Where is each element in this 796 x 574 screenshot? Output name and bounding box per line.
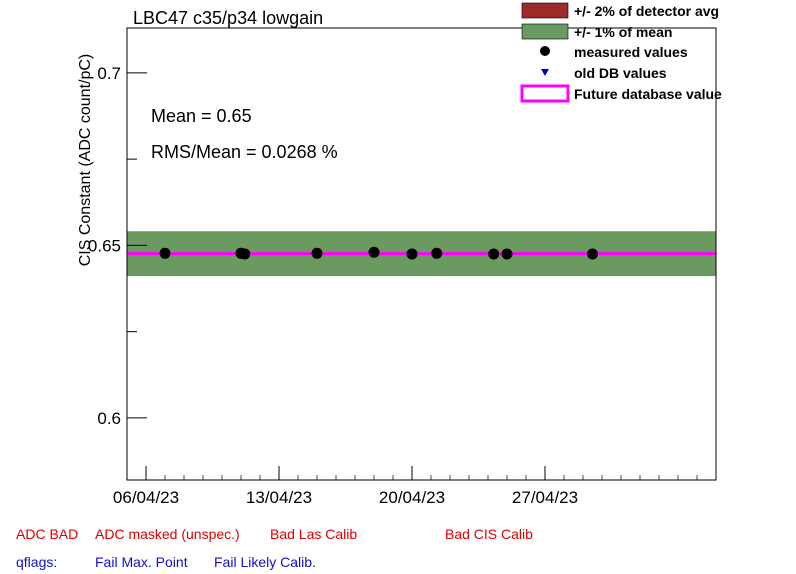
legend: +/- 2% of detector avg +/- 1% of mean me…: [520, 2, 722, 103]
measured-point-4: [368, 246, 380, 258]
rms-label: RMS/Mean = 0.0268 %: [151, 142, 338, 162]
y-tick-label: 0.65: [88, 236, 121, 255]
flag-bad-las-calib: Bad Las Calib: [270, 526, 358, 542]
plot-frame: [126, 27, 717, 481]
measured-point-5: [406, 248, 418, 260]
legend-marker-measured: [540, 46, 550, 56]
measured-point-6: [431, 247, 443, 259]
chart-title: LBC47 c35/p34 lowgain: [133, 8, 323, 28]
legend-marker-old-db: [541, 69, 549, 76]
x-tick-label: 06/04/23: [113, 488, 179, 507]
measured-point-0: [159, 247, 171, 259]
legend-label-measured: measured values: [574, 44, 688, 60]
y-axis-label: CIS Constant (ADC count/pC): [77, 54, 94, 267]
legend-label-old-db: old DB values: [574, 65, 667, 81]
flag-adc-masked: ADC masked (unspec.): [95, 526, 240, 542]
measured-point-3: [311, 247, 323, 259]
x-tick-label: 20/04/23: [379, 488, 445, 507]
flag-fail-likely-calib: Fail Likely Calib.: [214, 554, 316, 570]
qflags-label: qflags:: [16, 554, 58, 570]
measured-point-2: [239, 248, 251, 260]
x-tick-label: 27/04/23: [512, 488, 578, 507]
flag-fail-max-point: Fail Max. Point: [95, 554, 188, 570]
legend-swatch-detector-avg: [521, 2, 569, 19]
flag-adc-bad: ADC BAD: [16, 526, 79, 542]
legend-label-future: Future database value: [574, 86, 722, 102]
legend-swatch-future: [520, 84, 570, 103]
mean-label: Mean = 0.65: [151, 106, 252, 126]
measured-point-7: [488, 248, 500, 260]
y-tick-label: 0.6: [97, 409, 121, 428]
legend-label-mean-band: +/- 1% of mean: [574, 24, 672, 40]
measured-point-8: [501, 248, 513, 260]
y-tick-label: 0.7: [97, 64, 121, 83]
flag-bad-cis-calib: Bad CIS Calib: [445, 526, 533, 542]
measured-point-9: [587, 248, 598, 260]
legend-swatch-mean-band: [521, 23, 569, 40]
legend-label-detector-avg: +/- 2% of detector avg: [574, 3, 719, 19]
x-tick-label: 13/04/23: [246, 488, 312, 507]
